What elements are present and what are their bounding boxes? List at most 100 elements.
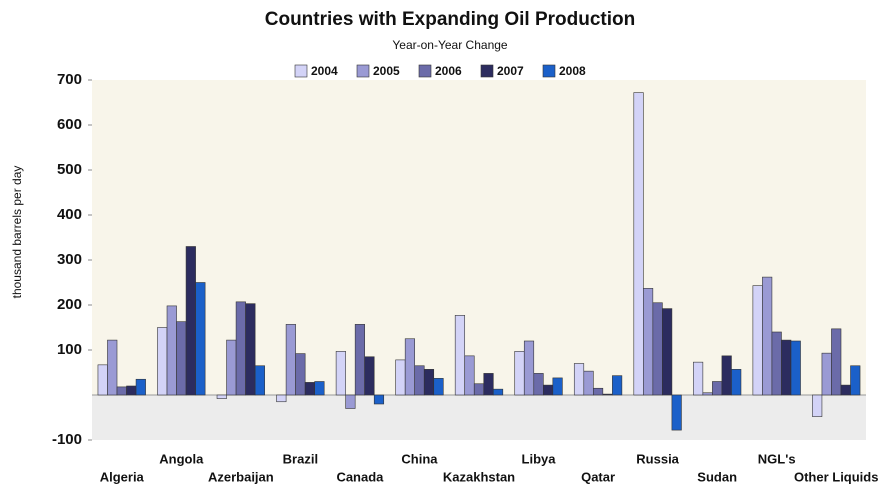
bar xyxy=(166,305,177,396)
legend-swatch xyxy=(418,64,432,78)
chart-title: Countries with Expanding Oil Production xyxy=(265,9,636,30)
bar xyxy=(514,351,525,396)
bar xyxy=(731,369,742,396)
bar xyxy=(354,324,365,396)
bar xyxy=(433,378,444,396)
y-tick-label: 100 xyxy=(57,341,82,358)
bar xyxy=(235,301,246,396)
bar xyxy=(533,373,544,396)
bar xyxy=(483,373,494,396)
legend-swatch xyxy=(294,64,308,78)
x-tick-label: Other Liquids xyxy=(794,469,879,484)
bar xyxy=(712,381,723,396)
plot-area-negative xyxy=(92,395,866,440)
bar xyxy=(414,365,425,396)
bar xyxy=(285,324,296,396)
bar xyxy=(245,303,256,396)
bar xyxy=(662,308,673,396)
bar xyxy=(543,384,554,396)
bar xyxy=(523,340,535,396)
bar xyxy=(492,388,504,396)
bar xyxy=(195,282,206,396)
x-tick-label: Algeria xyxy=(100,469,145,484)
bar xyxy=(364,356,375,396)
bar xyxy=(831,328,842,396)
x-tick-label: China xyxy=(401,451,438,466)
x-tick-label: Azerbaijan xyxy=(208,469,274,484)
bar xyxy=(423,369,435,396)
bar xyxy=(671,394,682,431)
bar xyxy=(226,339,237,396)
y-tick-label: 400 xyxy=(57,206,82,223)
bar xyxy=(176,321,187,396)
bar xyxy=(254,365,265,396)
bar xyxy=(602,393,613,396)
bar xyxy=(790,340,801,396)
x-tick-label: Canada xyxy=(336,469,384,484)
bar xyxy=(345,394,356,409)
legend-label: 2005 xyxy=(373,64,400,78)
legend-label: 2006 xyxy=(435,64,462,78)
bar xyxy=(473,383,485,396)
x-tick-label: Angola xyxy=(159,451,204,466)
x-tick-label: Sudan xyxy=(697,469,737,484)
bar xyxy=(643,288,654,396)
bar xyxy=(216,394,227,399)
bar xyxy=(126,385,137,396)
legend-label: 2004 xyxy=(311,64,338,78)
bar xyxy=(552,377,563,396)
bar xyxy=(454,315,466,396)
bar xyxy=(185,246,196,396)
bar xyxy=(693,361,704,396)
bar xyxy=(135,378,146,396)
bar xyxy=(295,353,306,396)
bar xyxy=(304,382,315,396)
x-tick-label: Kazakhstan xyxy=(443,469,515,484)
legend-label: 2007 xyxy=(497,64,524,78)
bar xyxy=(612,375,623,396)
bar xyxy=(593,387,604,396)
plot-area xyxy=(92,80,866,395)
bar xyxy=(464,355,475,396)
x-tick-label: Qatar xyxy=(581,469,615,484)
x-tick-label: NGL's xyxy=(758,451,796,466)
y-tick-label: -100 xyxy=(52,431,82,448)
x-tick-label: Libya xyxy=(522,451,557,466)
legend-swatch xyxy=(542,64,556,78)
y-tick-label: 200 xyxy=(57,296,82,313)
chart-subtitle: Year-on-Year Change xyxy=(392,38,508,52)
bar xyxy=(702,392,713,396)
bar xyxy=(633,92,644,396)
bar xyxy=(157,327,168,396)
bar xyxy=(573,363,585,396)
y-tick-label: 300 xyxy=(57,251,82,268)
bar xyxy=(752,285,763,396)
bar xyxy=(107,339,118,396)
bar xyxy=(276,394,287,403)
bar xyxy=(404,338,415,396)
bar xyxy=(335,351,346,396)
bar xyxy=(771,331,782,396)
bar xyxy=(850,365,861,396)
x-tick-label: Brazil xyxy=(283,451,318,466)
legend-swatch xyxy=(356,64,370,78)
bar xyxy=(762,276,773,396)
bar xyxy=(652,302,663,396)
y-axis-label: thousand barrels per day xyxy=(10,166,24,299)
y-tick-label: 600 xyxy=(57,116,82,133)
y-tick-label: 500 xyxy=(57,161,82,178)
legend-label: 2008 xyxy=(559,64,586,78)
bar xyxy=(116,386,127,396)
bar xyxy=(781,339,792,396)
bar xyxy=(583,370,594,396)
bar xyxy=(821,352,832,396)
bar xyxy=(97,364,108,396)
bar xyxy=(812,394,823,417)
bar xyxy=(395,359,406,396)
bar xyxy=(840,384,851,396)
bar xyxy=(314,381,325,396)
y-tick-label: 700 xyxy=(57,71,82,88)
x-tick-label: Russia xyxy=(636,451,679,466)
bar xyxy=(721,355,732,396)
